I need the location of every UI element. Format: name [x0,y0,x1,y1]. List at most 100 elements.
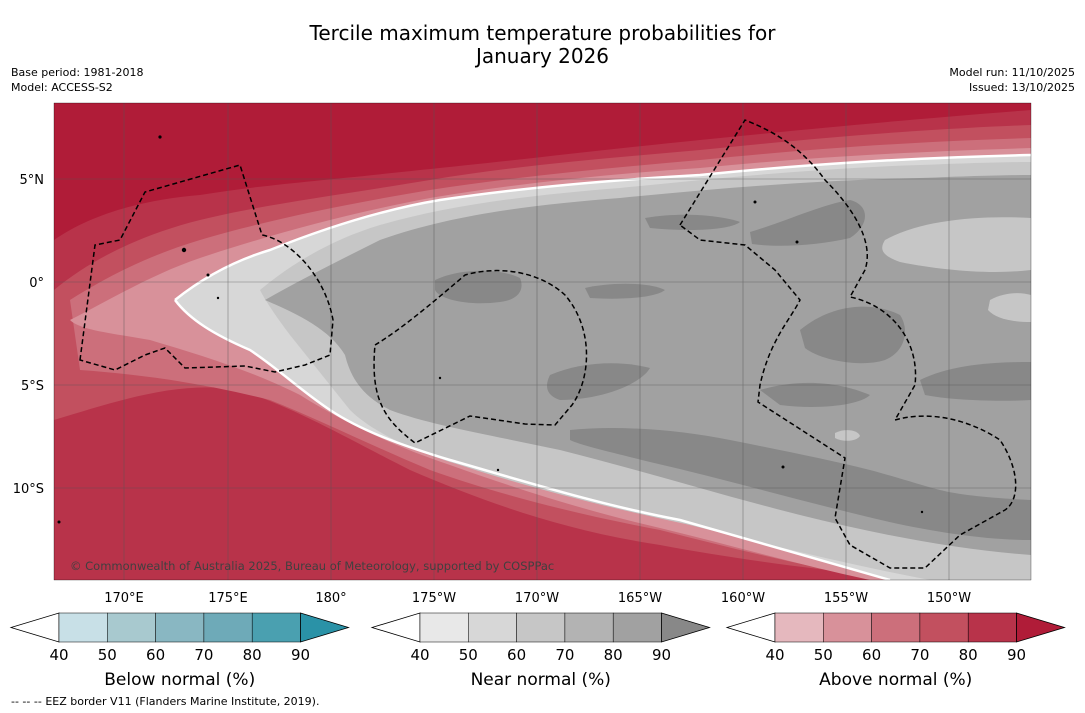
field-near-90-patch-9 [760,382,870,407]
colorbar-below-tick-80: 80 [243,646,262,664]
colorbar-above-right-triangle [1016,612,1066,643]
island-9 [496,468,500,472]
colorbar-above-label: Above normal (%) [819,670,972,690]
field-near-90-patch-6 [570,428,1031,540]
colorbar-near-tick-40: 40 [410,646,429,664]
field-boundary-line [174,153,1031,301]
colorbar-below-segment-4 [251,612,301,643]
colorbar-below-tick-90: 90 [291,646,310,664]
colorbar-near-right-triangle [661,612,711,643]
field-near-60-patch-islet [835,430,860,441]
map-frame [53,102,1032,581]
island-10 [438,376,442,380]
meta-left: Base period: 1981-2018 Model: ACCESS-S2 [11,65,143,95]
colorbar-above-tick-50: 50 [814,646,833,664]
field-near-90-patch-8 [920,362,1031,401]
lon-label-165w: 165°W [618,591,662,606]
chart-title: Tercile maximum temperature probabilitie… [0,22,1085,68]
lon-label-155w: 155°W [824,591,868,606]
colorbar-below-tick-60: 60 [146,646,165,664]
colorbar-above-segment-4 [967,612,1017,643]
field-near-60-patch-south [988,293,1031,322]
colorbar-near-segment-1 [468,612,517,643]
eez-kiribati-phoenix [373,269,588,444]
issued-date: Issued: 13/10/2025 [968,81,1075,94]
eez-legend-dash: -- -- -- [11,695,42,708]
colorbar-below-segment-2 [155,612,205,643]
colorbar-near-tick-70: 70 [555,646,574,664]
field-near-90-patch-2 [585,283,665,299]
colorbar-above-segment-0 [774,612,824,643]
colorbar-above: 40 50 60 70 80 90 Above normal (%) [725,612,1066,690]
colorbar-near-left-triangle [370,612,421,643]
field-near-70 [265,175,1031,555]
colorbar-above-tick-90: 90 [1007,646,1026,664]
base-period: Base period: 1981-2018 [11,66,144,79]
lon-label-170e: 170°E [104,591,144,606]
island-6 [795,240,799,244]
gridlines [54,103,1031,580]
colorbar-below-right-triangle [300,612,350,643]
colorbar-near-segment-4 [612,612,662,643]
colorbar-below-segment-0 [58,612,108,643]
colorbar-below: 40 50 60 70 80 90 Below normal (%) [9,612,350,690]
lat-label-5n: 5°N [20,173,45,188]
field-near-90-patch-5 [547,363,650,400]
footer-legend: -- -- -- EEZ border V11 (Flanders Marine… [11,695,319,708]
eez-kiribati-line [679,119,1017,569]
colorbar-near-label: Near normal (%) [471,670,611,690]
map-plot-area: © Commonwealth of Australia 2025, Bureau… [54,103,1031,580]
colorbar-near: 40 50 60 70 80 90 Near normal (%) [370,612,711,690]
island-11 [57,520,61,524]
colorbar-near-tick-50: 50 [459,646,478,664]
colorbar-below-segment-1 [107,612,156,643]
island-3 [206,273,210,277]
field-near-60-patch-east [882,217,1031,273]
eez-kiribati-gilbert [79,164,334,373]
colorbar-above-tick-70: 70 [910,646,929,664]
lon-label-180: 180° [315,591,346,606]
field-near-90-patch-4 [750,200,865,246]
lon-label-170w: 170°W [515,591,559,606]
island-7 [781,465,785,469]
model-run: Model run: 11/10/2025 [949,66,1075,79]
colorbar-above-tick-60: 60 [862,646,881,664]
colorbar-above-tick-40: 40 [765,646,784,664]
lat-label-5s: 5°S [21,379,44,394]
meta-right: Model run: 11/10/2025 Issued: 13/10/2025 [949,65,1075,95]
colorbar-near-segment-2 [516,612,566,643]
colorbar-below-tick-70: 70 [194,646,213,664]
model-name: Model: ACCESS-S2 [11,81,113,94]
field-boundary-line-south [174,299,891,580]
island-8 [920,510,924,514]
lon-labels: 170°E 175°E 180° 175°W 170°W 165°W 160°W… [104,591,971,606]
islands [57,135,924,524]
colorbar-above-segment-2 [871,612,921,643]
copyright-text: © Commonwealth of Australia 2025, Bureau… [70,559,554,573]
lon-label-175e: 175°E [208,591,248,606]
colorbar-near-tick-60: 60 [507,646,526,664]
colorbar-above-tick-80: 80 [959,646,978,664]
island-2 [181,247,187,253]
title-line-2: January 2026 [475,44,610,68]
eez-legend-text: EEZ border V11 (Flanders Marine Institut… [45,695,320,708]
field-near-90-patch-7 [800,306,905,364]
lat-label-10s: 10°S [13,482,44,497]
eez-borders [79,119,1017,569]
lat-label-0: 0° [29,276,44,291]
island-1 [158,135,162,139]
colorbar-below-tick-40: 40 [49,646,68,664]
colorbar-below-segment-3 [203,612,253,643]
colorbar-near-tick-90: 90 [652,646,671,664]
colorbar-near-segment-0 [419,612,469,643]
lon-label-150w: 150°W [927,591,971,606]
colorbar-below-label: Below normal (%) [104,670,255,690]
lon-label-160w: 160°W [721,591,765,606]
colorbar-above-segment-3 [919,612,969,643]
island-4 [216,296,220,300]
field-near-90-patch-1 [435,270,522,304]
field-near-90-patch-3 [645,214,740,230]
island-5 [753,200,757,204]
title-line-1: Tercile maximum temperature probabilitie… [309,21,776,45]
